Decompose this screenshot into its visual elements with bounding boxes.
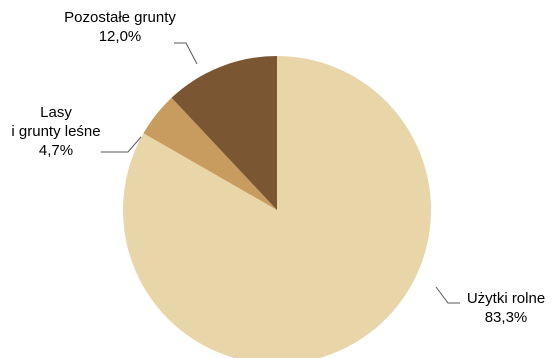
slice-lasy-i-grunty-lesne: [143, 97, 277, 210]
label-pozostale-grunty: Pozostałe grunty: [64, 9, 176, 26]
value-lasy: 4,7%: [39, 142, 73, 159]
label-lasy-line1: Lasy: [40, 104, 72, 121]
slice-pozostale-grunty: [171, 56, 277, 210]
value-uzytki-rolne: 83,3%: [485, 309, 528, 326]
label-uzytki-rolne: Użytki rolne: [467, 290, 545, 307]
slice-uzytki-rolne: [123, 56, 431, 358]
leader-lasy: [101, 136, 142, 153]
leader-uzytki-rolne: [435, 286, 460, 304]
value-pozostale-grunty: 12,0%: [99, 28, 142, 45]
leader-pozostale-grunty: [174, 42, 198, 65]
label-lasy-line2: i grunty leśne: [11, 123, 100, 140]
